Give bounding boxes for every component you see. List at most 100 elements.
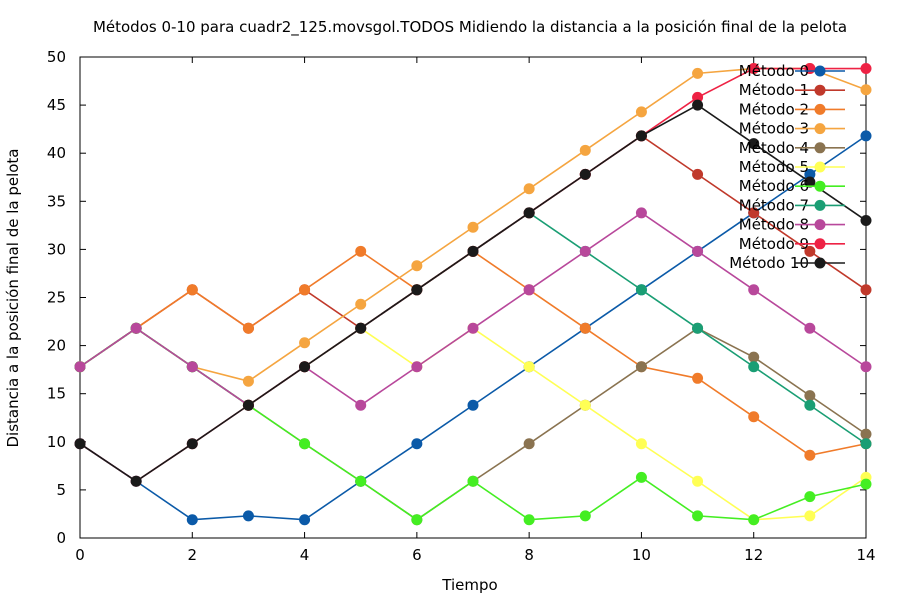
- data-point: [635, 471, 647, 483]
- data-point: [411, 438, 423, 450]
- data-point: [467, 322, 479, 334]
- legend-swatch-marker: [814, 84, 826, 96]
- data-point: [860, 284, 872, 296]
- data-point: [411, 514, 423, 526]
- data-point: [242, 322, 254, 334]
- data-point: [242, 375, 254, 387]
- data-point: [692, 510, 704, 522]
- x-tick-label: 4: [300, 546, 310, 564]
- y-tick-label: 20: [47, 337, 66, 355]
- legend-label: Método 7: [739, 196, 809, 214]
- data-point: [748, 138, 760, 150]
- data-point: [74, 438, 86, 450]
- legend-item: Método 10: [729, 254, 845, 272]
- data-point: [860, 478, 872, 490]
- data-point: [467, 399, 479, 411]
- legend-item: Método 5: [739, 158, 845, 176]
- data-point: [579, 245, 591, 257]
- data-point: [299, 361, 311, 373]
- legend-item: Método 7: [739, 196, 845, 214]
- data-point: [579, 399, 591, 411]
- series-line: [79, 327, 867, 521]
- data-point: [635, 438, 647, 450]
- y-tick-label: 25: [47, 289, 66, 307]
- data-point: [467, 245, 479, 257]
- y-axis: 0 5 10 15 20 25 30 35 40 45 50: [47, 48, 866, 547]
- data-point: [299, 438, 311, 450]
- data-point: [692, 372, 704, 384]
- data-point: [523, 207, 535, 219]
- data-point: [692, 475, 704, 487]
- data-point: [860, 215, 872, 227]
- legend-label: Método 10: [729, 254, 809, 272]
- x-tick-label: 0: [75, 546, 85, 564]
- legend-item: Método 3: [739, 120, 845, 138]
- data-point: [467, 221, 479, 233]
- legend-label: Método 4: [739, 139, 809, 157]
- legend-swatch-marker: [814, 161, 826, 173]
- data-point: [860, 438, 872, 450]
- data-point: [523, 361, 535, 373]
- data-point: [860, 361, 872, 373]
- legend-label: Método 9: [739, 235, 809, 253]
- data-point: [355, 298, 367, 310]
- data-point: [411, 260, 423, 272]
- data-point: [523, 438, 535, 450]
- data-point: [635, 130, 647, 142]
- data-point: [860, 130, 872, 142]
- data-point: [804, 168, 816, 180]
- data-point: [579, 168, 591, 180]
- y-tick-label: 0: [56, 529, 66, 547]
- legend-label: Método 8: [739, 216, 809, 234]
- data-point: [804, 399, 816, 411]
- data-point: [692, 168, 704, 180]
- x-tick-label: 12: [744, 546, 763, 564]
- legend-label: Método 3: [739, 120, 809, 138]
- y-tick-label: 50: [47, 48, 66, 66]
- y-tick-label: 45: [47, 96, 66, 114]
- data-point: [692, 245, 704, 257]
- series-line: [79, 327, 867, 521]
- data-point: [130, 475, 142, 487]
- data-point: [748, 351, 760, 363]
- legend-item: Método 9: [739, 235, 845, 253]
- data-point: [523, 284, 535, 296]
- data-point: [860, 63, 872, 75]
- legend-item: Método 1: [739, 81, 845, 99]
- data-point: [186, 438, 198, 450]
- legend-label: Método 0: [739, 62, 809, 80]
- data-point: [635, 361, 647, 373]
- data-point: [523, 183, 535, 195]
- data-point: [748, 411, 760, 423]
- data-point: [355, 322, 367, 334]
- y-tick-label: 30: [47, 240, 66, 258]
- data-point: [411, 284, 423, 296]
- data-point: [804, 176, 816, 188]
- series-4: [74, 322, 872, 526]
- data-point: [748, 63, 760, 75]
- data-point: [804, 390, 816, 402]
- data-point: [692, 67, 704, 79]
- data-point: [748, 514, 760, 526]
- data-point: [692, 322, 704, 334]
- data-point: [804, 245, 816, 257]
- data-point: [299, 284, 311, 296]
- y-tick-label: 40: [47, 144, 66, 162]
- x-tick-label: 2: [188, 546, 198, 564]
- x-axis-label: Tiempo: [441, 576, 497, 594]
- series-8: [74, 207, 872, 411]
- data-point: [804, 449, 816, 461]
- data-point: [860, 84, 872, 96]
- legend-item: Método 0: [739, 62, 845, 80]
- y-tick-label: 10: [47, 433, 66, 451]
- data-point: [355, 399, 367, 411]
- legend-swatch-marker: [814, 142, 826, 154]
- legend-label: Método 2: [739, 100, 809, 118]
- data-point: [579, 144, 591, 156]
- legend-swatch-marker: [814, 219, 826, 231]
- x-tick-label: 10: [632, 546, 651, 564]
- data-point: [692, 99, 704, 111]
- legend-label: Método 6: [739, 177, 809, 195]
